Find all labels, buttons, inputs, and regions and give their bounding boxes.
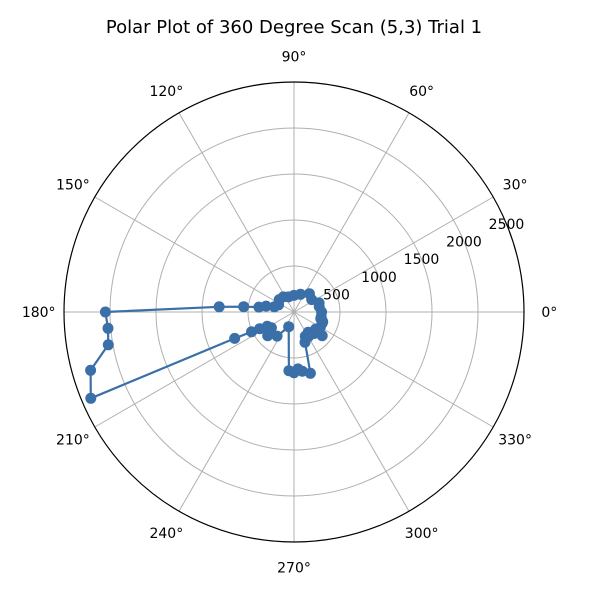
theta-tick-label: 30° [503, 177, 528, 193]
r-gridline [247, 265, 341, 359]
theta-gridline [94, 196, 295, 313]
r-tick-label: 500 [323, 287, 350, 303]
theta-tick-label: 270° [277, 560, 311, 576]
data-point [271, 330, 283, 342]
data-point [268, 301, 280, 313]
data-point [283, 321, 295, 333]
data-point [315, 311, 327, 323]
data-point [303, 288, 315, 300]
polar-outer-frame [63, 81, 525, 543]
theta-gridline [293, 311, 410, 512]
data-point [102, 322, 114, 334]
theta-tick-label: 0° [541, 305, 557, 321]
theta-tick-label: 150° [56, 177, 90, 193]
theta-tick-label: 210° [56, 433, 90, 449]
r-tick-label: 1000 [361, 270, 397, 286]
data-point [85, 392, 97, 404]
data-point [238, 301, 250, 313]
chart-title: Polar Plot of 360 Degree Scan (5,3) Tria… [106, 17, 482, 38]
theta-gridline [293, 112, 410, 313]
data-point [102, 339, 114, 351]
data-point [262, 330, 274, 342]
grid-layer [63, 81, 525, 543]
theta-gridline [178, 311, 295, 512]
theta-tick-label: 120° [149, 84, 183, 100]
theta-tick-label: 240° [149, 526, 183, 542]
theta-tick-label: 90° [282, 50, 307, 66]
series-layer [85, 288, 329, 404]
r-gridline [155, 173, 433, 451]
theta-tick-label: 180° [22, 305, 56, 321]
data-point [85, 364, 97, 376]
theta-tick-label: 330° [498, 433, 532, 449]
label-layer: 0° 30° 60° 90° 120° 150° 180° 210° 240° 270° 300° 3… [22, 50, 557, 577]
data-point [229, 332, 241, 344]
theta-tick-label: 60° [409, 84, 434, 100]
r-gridline [201, 219, 387, 405]
data-point [253, 301, 265, 313]
data-point [213, 301, 225, 313]
theta-tick-label: 300° [405, 526, 439, 542]
data-point [99, 306, 111, 318]
theta-gridline [178, 112, 295, 313]
theta-gridline [293, 311, 494, 428]
data-point [304, 367, 316, 379]
r-tick-label: 2500 [489, 217, 525, 233]
series-line [89, 292, 324, 400]
theta-gridline [293, 196, 494, 313]
r-tick-label: 2000 [446, 235, 482, 251]
r-tick-label: 1500 [404, 252, 440, 268]
